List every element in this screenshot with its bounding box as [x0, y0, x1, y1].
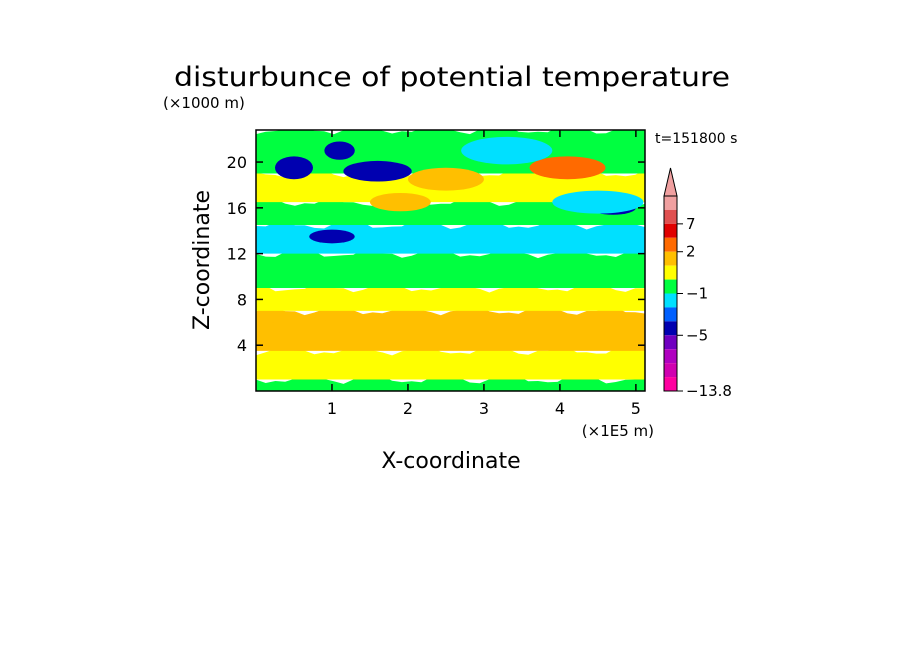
colorbar-tick-label: −13.8	[686, 382, 732, 400]
field-anomaly	[343, 160, 412, 182]
x-tick-label: 5	[631, 399, 641, 418]
field-anomaly	[324, 141, 355, 160]
field-anomaly	[309, 229, 355, 244]
plot-frame	[255, 129, 646, 392]
colorbar-swatch	[664, 349, 677, 364]
field-band	[256, 249, 645, 288]
y-axis: 4 8 12 16 20	[227, 153, 645, 355]
y-tick-label: 20	[227, 153, 247, 172]
contour-field	[256, 130, 645, 391]
colorbar-swatch	[664, 307, 677, 322]
field-anomaly	[407, 167, 484, 191]
chart-title: disturbunce of potential temperature	[174, 62, 730, 93]
field-band	[256, 198, 645, 226]
x-tick-label: 2	[403, 399, 413, 418]
colorbar-swatch	[664, 363, 677, 378]
field-band	[256, 306, 645, 351]
colorbar-swatch	[664, 223, 677, 238]
x-axis: 1 2 3 4 5	[327, 130, 641, 418]
field-band	[256, 283, 645, 311]
colorbar-tick-label: −5	[686, 326, 708, 344]
field-anomaly	[461, 136, 553, 165]
x-tick-label: 3	[479, 399, 489, 418]
colorbar-swatch	[664, 377, 677, 391]
x-axis-label: X-coordinate	[381, 449, 520, 474]
time-label: t=151800 s	[655, 131, 737, 147]
colorbar-swatch	[664, 237, 677, 252]
field-anomaly	[552, 190, 644, 214]
y-tick-label: 8	[237, 290, 247, 309]
colorbar-tick-label: −1	[686, 285, 708, 303]
x-unit-label: (×1E5 m)	[582, 422, 654, 440]
colorbar-swatch	[664, 251, 677, 266]
y-axis-label: Z-coordinate	[190, 190, 215, 330]
field-band	[256, 220, 645, 254]
field-anomaly	[274, 156, 313, 180]
colorbar-swatch	[664, 321, 677, 336]
field-band	[256, 375, 645, 391]
colorbar-tick-label: 7	[686, 215, 696, 233]
x-tick-label: 4	[555, 399, 565, 418]
y-unit-label: (×1000 m)	[163, 94, 245, 112]
colorbar-swatch	[664, 293, 677, 308]
field-anomaly	[263, 316, 340, 351]
colorbar: 7 2 −1 −5 −13.8	[663, 167, 732, 400]
field-band	[256, 346, 645, 380]
x-tick-label: 1	[327, 399, 337, 418]
colorbar-tick-label: 2	[686, 243, 696, 261]
colorbar-extend-arrow	[663, 167, 678, 197]
colorbar-swatch	[664, 279, 677, 294]
y-tick-label: 12	[227, 245, 247, 264]
y-tick-label: 16	[227, 199, 247, 218]
field-anomaly	[369, 192, 431, 212]
colorbar-swatch	[664, 196, 677, 210]
colorbar-swatch	[664, 335, 677, 350]
y-tick-label: 4	[237, 336, 247, 355]
colorbar-swatch	[664, 209, 677, 224]
colorbar-swatch	[664, 265, 677, 280]
field-anomaly	[529, 156, 606, 180]
